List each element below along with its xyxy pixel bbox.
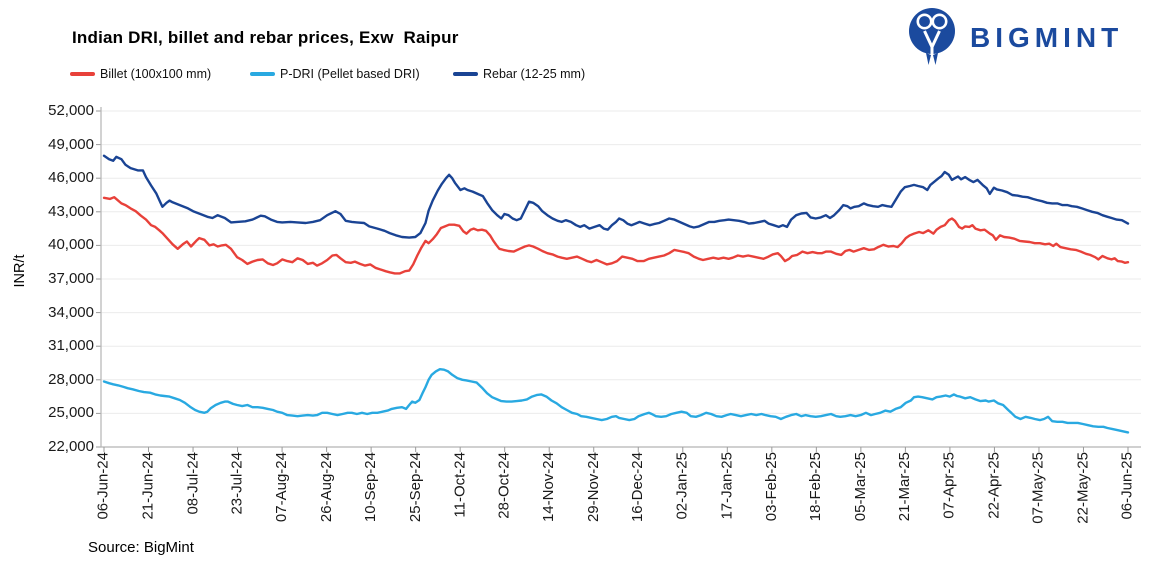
x-axis-label: 14-Nov-24 xyxy=(540,452,558,523)
y-axis-label: 46,000 xyxy=(48,169,94,187)
legend: Billet (100x100 mm) P-DRI (Pellet based … xyxy=(0,66,1154,82)
x-axis-label: 29-Nov-24 xyxy=(584,452,602,523)
x-axis-label: 22-Apr-25 xyxy=(985,452,1003,519)
legend-label-billet: Billet (100x100 mm) xyxy=(100,67,212,81)
legend-swatch-billet xyxy=(70,72,95,76)
x-axis-label: 22-May-25 xyxy=(1074,452,1092,524)
x-axis-label: 21-Jun-24 xyxy=(139,452,157,520)
y-axis-label: 28,000 xyxy=(48,370,94,388)
x-axis-label: 07-Aug-24 xyxy=(273,452,291,523)
legend-label-rebar: Rebar (12-25 mm) xyxy=(483,67,586,81)
y-axis-label: 43,000 xyxy=(48,202,94,220)
y-axis-label: 52,000 xyxy=(48,102,94,119)
x-axis-label: 16-Dec-24 xyxy=(629,452,647,523)
y-axis-label: 49,000 xyxy=(48,135,94,153)
y-axis-label: 34,000 xyxy=(48,303,94,321)
y-axis-label: 40,000 xyxy=(48,236,94,254)
x-axis-label: 07-Apr-25 xyxy=(940,452,958,519)
x-axis-label: 07-May-25 xyxy=(1029,452,1047,524)
x-axis-label: 08-Jul-24 xyxy=(184,452,202,515)
x-axis-label: 25-Sep-24 xyxy=(406,452,424,523)
legend-item-pdri: P-DRI (Pellet based DRI) xyxy=(250,66,420,82)
x-axis-label: 02-Jan-25 xyxy=(673,452,691,520)
bigmint-logo-icon xyxy=(903,4,961,71)
x-axis-label: 06-Jun-24 xyxy=(95,452,112,520)
series-line-1 xyxy=(102,368,1130,434)
x-axis-label: 10-Sep-24 xyxy=(362,452,380,523)
chart-title: Indian DRI, billet and rebar prices, Exw… xyxy=(72,28,459,47)
legend-item-rebar: Rebar (12-25 mm) xyxy=(453,66,585,82)
x-axis-label: 26-Aug-24 xyxy=(317,452,335,523)
x-axis-label: 17-Jan-25 xyxy=(718,452,736,520)
x-axis-label: 21-Mar-25 xyxy=(896,452,914,522)
bigmint-logo-text: BIGMINT xyxy=(970,21,1124,53)
y-axis-label: 31,000 xyxy=(48,337,94,355)
y-axis-label: 22,000 xyxy=(48,438,94,455)
legend-item-billet: Billet (100x100 mm) xyxy=(70,66,211,82)
series-line-0 xyxy=(102,195,1130,275)
y-axis-label: 25,000 xyxy=(48,404,94,422)
legend-swatch-rebar xyxy=(453,72,478,76)
x-axis-label: 11-Oct-24 xyxy=(451,452,469,518)
legend-label-pdri: P-DRI (Pellet based DRI) xyxy=(280,67,420,81)
x-axis-label: 23-Jul-24 xyxy=(228,452,246,515)
x-axis-label: 18-Feb-25 xyxy=(807,452,825,522)
x-axis-label: 06-Jun-25 xyxy=(1119,452,1136,520)
x-axis-label: 03-Feb-25 xyxy=(762,452,780,522)
y-axis-label: 37,000 xyxy=(48,270,94,287)
legend-swatch-pdri xyxy=(250,72,275,76)
x-axis-label: 05-Mar-25 xyxy=(851,452,869,522)
series-line-2 xyxy=(102,154,1130,239)
bigmint-logo: BIGMINT xyxy=(903,4,1123,71)
source-note: Source: BigMint xyxy=(88,539,194,556)
x-axis-label: 28-Oct-24 xyxy=(495,452,513,519)
